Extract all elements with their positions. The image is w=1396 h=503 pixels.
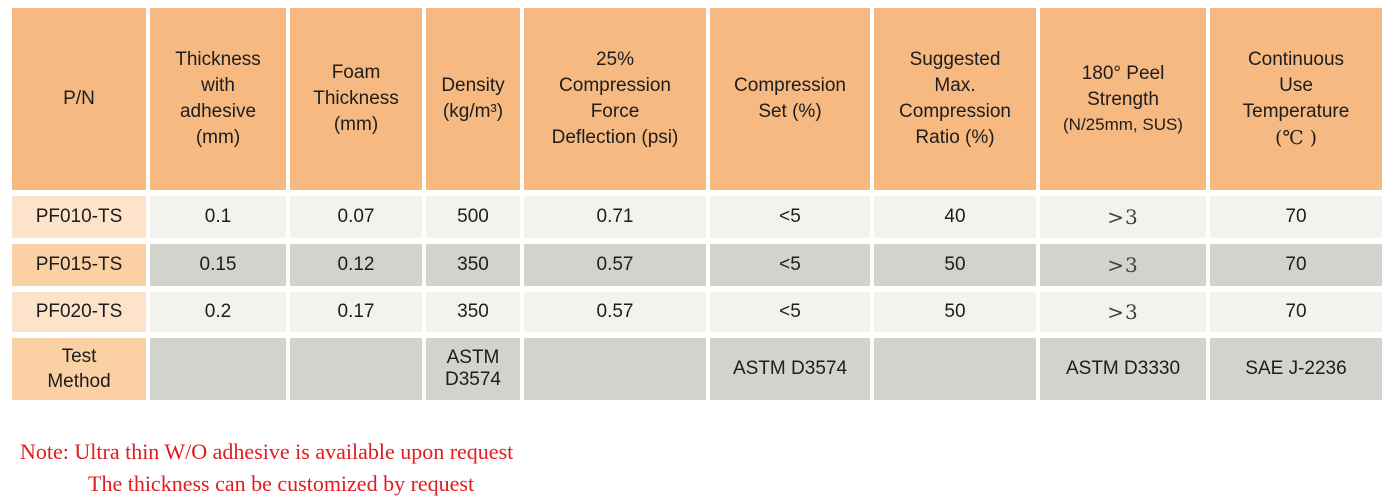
cell-foam-thickness: 0.12 bbox=[290, 244, 422, 286]
cell-compression-force-deflection bbox=[524, 338, 706, 400]
col-header-label: Compression Set (%) bbox=[734, 75, 846, 122]
cell-continuous-use-temperature: 70 bbox=[1210, 196, 1382, 238]
spec-table: P/N Thickness with adhesive (mm) Foam Th… bbox=[8, 2, 1386, 406]
cell-pn: Test Method bbox=[12, 338, 146, 400]
cell-suggested-max-compression-ratio: 50 bbox=[874, 244, 1036, 286]
cell-peel-strength: >3 bbox=[1040, 292, 1206, 332]
footnote: Note: Ultra thin W/O adhesive is availab… bbox=[20, 436, 513, 500]
cell-suggested-max-compression-ratio: 40 bbox=[874, 196, 1036, 238]
cell-compression-set: ASTM D3574 bbox=[710, 338, 870, 400]
cell-pn: PF015-TS bbox=[12, 244, 146, 286]
col-header-continuous-use-temperature: Continuous Use Temperature (℃ ) bbox=[1210, 8, 1382, 190]
col-header-density: Density (kg/m³) bbox=[426, 8, 520, 190]
col-header-label: P/N bbox=[63, 88, 95, 109]
cell-density: 500 bbox=[426, 196, 520, 238]
col-header-compression-set: Compression Set (%) bbox=[710, 8, 870, 190]
cell-compression-set: <5 bbox=[710, 244, 870, 286]
cell-suggested-max-compression-ratio bbox=[874, 338, 1036, 400]
cell-pn: PF010-TS bbox=[12, 196, 146, 238]
cell-foam-thickness: 0.17 bbox=[290, 292, 422, 332]
cell-suggested-max-compression-ratio: 50 bbox=[874, 292, 1036, 332]
col-header-peel-strength: 180° Peel Strength (N/25mm, SUS) bbox=[1040, 8, 1206, 190]
col-header-label: 25% Compression Force Deflection (psi) bbox=[551, 49, 679, 148]
cell-peel-strength: >3 bbox=[1040, 196, 1206, 238]
col-header-label: 180° Peel Strength bbox=[1081, 63, 1165, 110]
cell-density: 350 bbox=[426, 244, 520, 286]
col-header-compression-force-deflection: 25% Compression Force Deflection (psi) bbox=[524, 8, 706, 190]
cell-density: ASTM D3574 bbox=[426, 338, 520, 400]
cell-thickness-with-adhesive bbox=[150, 338, 286, 400]
cell-compression-set: <5 bbox=[710, 196, 870, 238]
cell-thickness-with-adhesive: 0.15 bbox=[150, 244, 286, 286]
col-header-label: Foam Thickness (mm) bbox=[313, 62, 399, 135]
cell-peel-strength: ASTM D3330 bbox=[1040, 338, 1206, 400]
cell-compression-force-deflection: 0.57 bbox=[524, 292, 706, 332]
cell-continuous-use-temperature: 70 bbox=[1210, 292, 1382, 332]
cell-density: 350 bbox=[426, 292, 520, 332]
cell-compression-force-deflection: 0.71 bbox=[524, 196, 706, 238]
cell-thickness-with-adhesive: 0.2 bbox=[150, 292, 286, 332]
col-header-suggested-max-compression-ratio: Suggested Max. Compression Ratio (%) bbox=[874, 8, 1036, 190]
col-header-label: Density (kg/m³) bbox=[441, 75, 505, 122]
col-header-thickness-with-adhesive: Thickness with adhesive (mm) bbox=[150, 8, 286, 190]
table-row-test-method: Test Method ASTM D3574 ASTM D3574 ASTM D… bbox=[12, 338, 1382, 400]
cell-foam-thickness: 0.07 bbox=[290, 196, 422, 238]
col-header-label: Continuous Use Temperature bbox=[1242, 49, 1350, 122]
cell-pn: PF020-TS bbox=[12, 292, 146, 332]
col-header-pn: P/N bbox=[12, 8, 146, 190]
footnote-line: Note: Ultra thin W/O adhesive is availab… bbox=[20, 439, 514, 464]
cell-compression-set: <5 bbox=[710, 292, 870, 332]
col-header-foam-thickness: Foam Thickness (mm) bbox=[290, 8, 422, 190]
col-header-label: Suggested Max. Compression Ratio (%) bbox=[899, 49, 1011, 148]
col-header-sublabel: (℃ ) bbox=[1274, 127, 1318, 149]
cell-peel-strength: >3 bbox=[1040, 244, 1206, 286]
footnote-line: The thickness can be customized by reque… bbox=[88, 471, 475, 496]
col-header-sublabel: (N/25mm, SUS) bbox=[1063, 115, 1183, 134]
col-header-label: Thickness with adhesive (mm) bbox=[175, 49, 261, 148]
cell-foam-thickness bbox=[290, 338, 422, 400]
header-row: P/N Thickness with adhesive (mm) Foam Th… bbox=[12, 8, 1382, 190]
cell-thickness-with-adhesive: 0.1 bbox=[150, 196, 286, 238]
table-row-pf020-ts: PF020-TS 0.2 0.17 350 0.57 <5 50 >3 70 bbox=[12, 292, 1382, 332]
table-row-pf015-ts: PF015-TS 0.15 0.12 350 0.57 <5 50 >3 70 bbox=[12, 244, 1382, 286]
cell-continuous-use-temperature: SAE J-2236 bbox=[1210, 338, 1382, 400]
cell-compression-force-deflection: 0.57 bbox=[524, 244, 706, 286]
cell-continuous-use-temperature: 70 bbox=[1210, 244, 1382, 286]
table-row-pf010-ts: PF010-TS 0.1 0.07 500 0.71 <5 40 >3 70 bbox=[12, 196, 1382, 238]
